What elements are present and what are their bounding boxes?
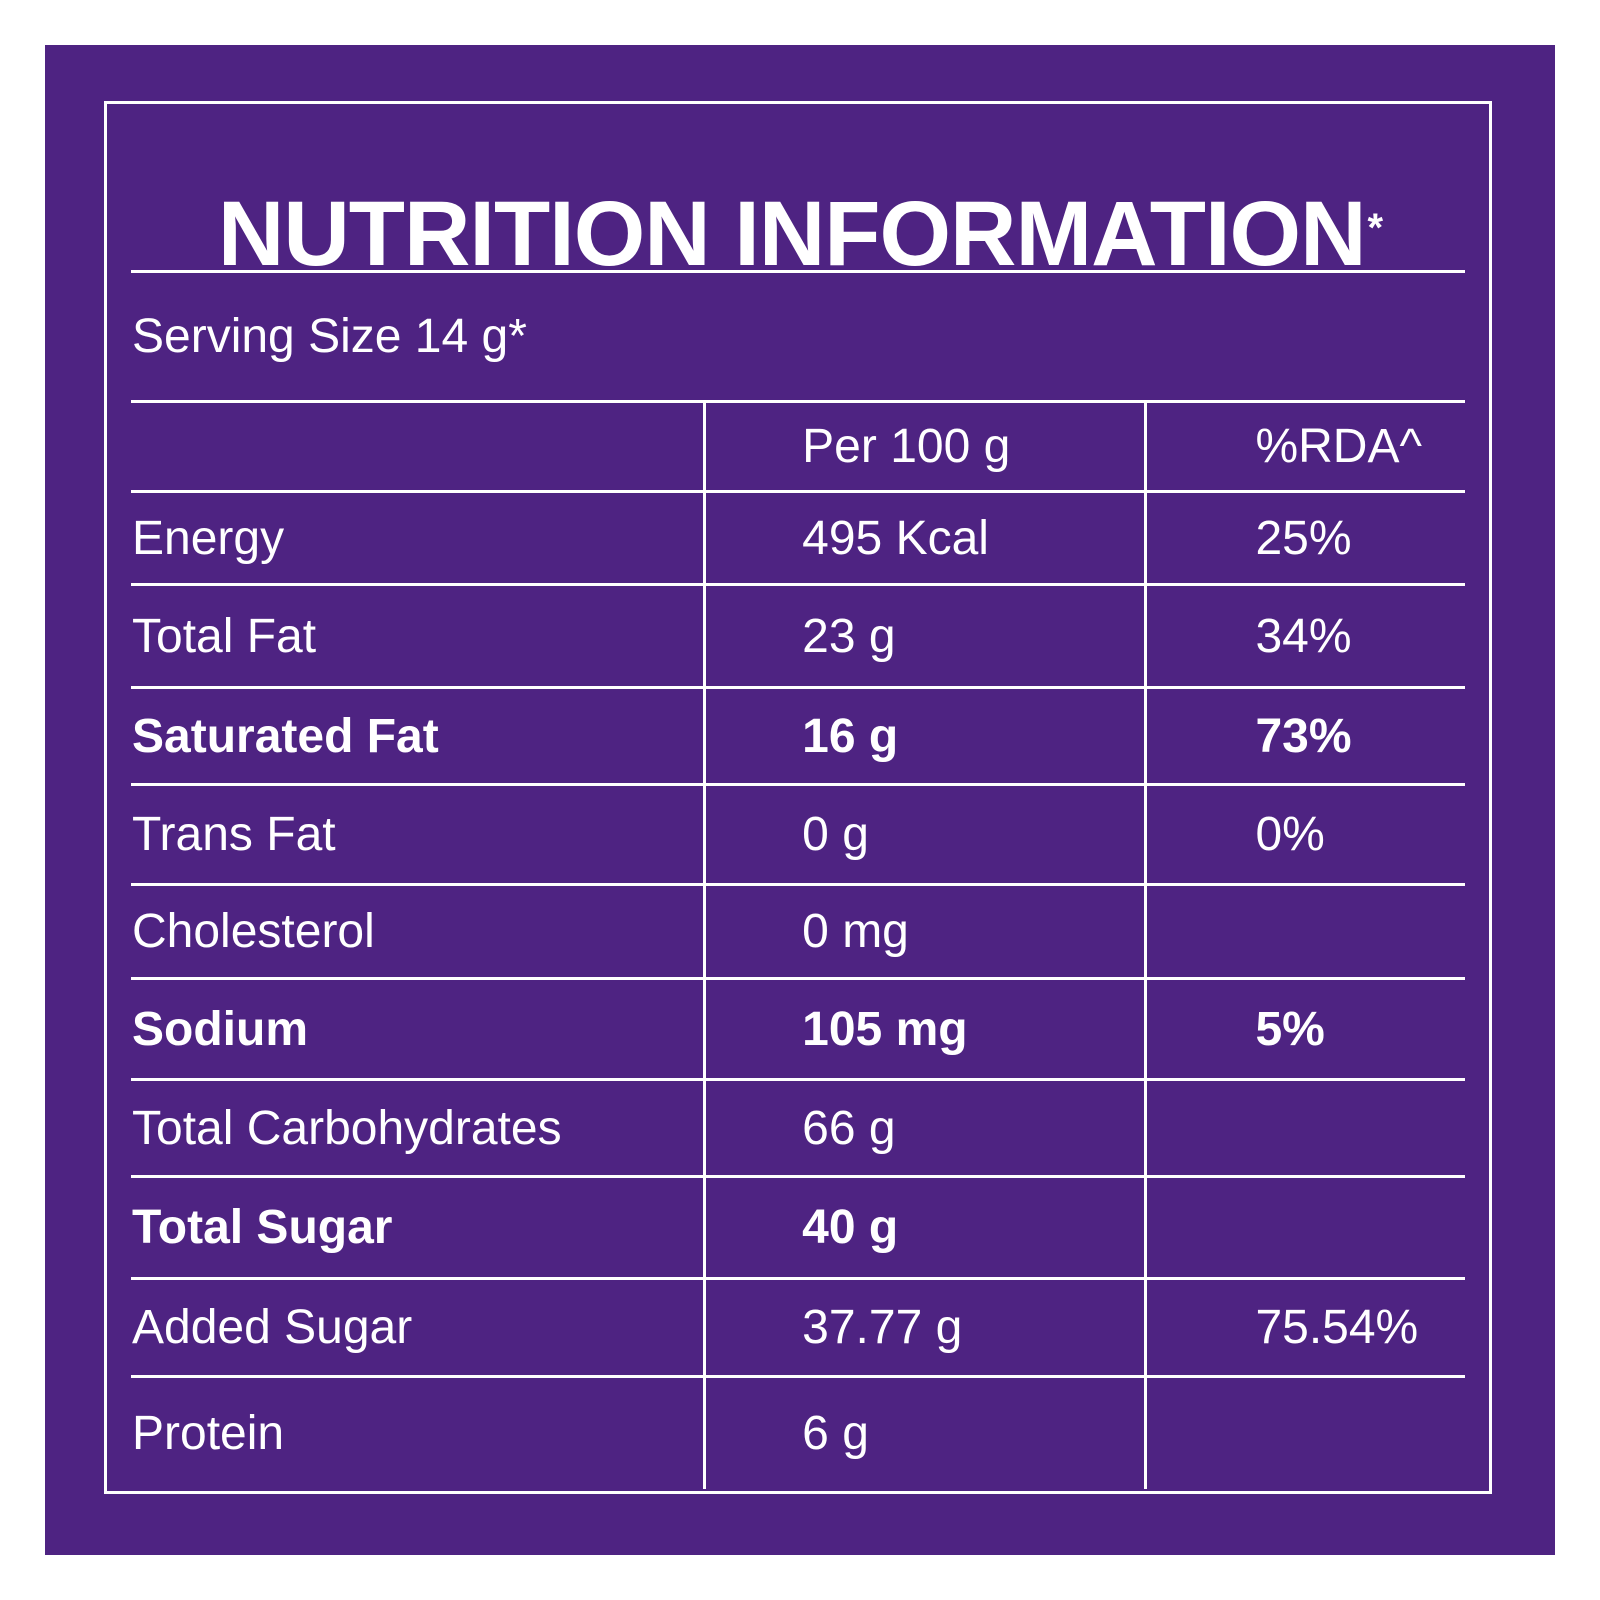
nutrient-per100: 0 mg <box>703 883 1146 979</box>
nutrient-name: Energy <box>131 490 705 585</box>
header-per100: Per 100 g <box>703 400 1146 492</box>
table-row-trans-fat: Trans Fat 0 g 0% <box>131 783 1465 885</box>
nutrient-rda: 5% <box>1144 977 1465 1080</box>
nutrient-per100: 23 g <box>703 583 1146 688</box>
nutrient-name: Saturated Fat <box>131 686 705 785</box>
table-row-energy: Energy 495 Kcal 25% <box>131 490 1465 585</box>
nutrient-rda: 25% <box>1144 490 1465 585</box>
nutrient-rda: 73% <box>1144 686 1465 785</box>
serving-size: Serving Size 14 g* <box>132 310 527 363</box>
nutrient-per100: 105 mg <box>703 977 1146 1080</box>
nutrient-rda: 0% <box>1144 783 1465 885</box>
nutrient-name: Sodium <box>131 977 705 1080</box>
nutrient-per100: 0 g <box>703 783 1146 885</box>
table-row-saturated-fat: Saturated Fat 16 g 73% <box>131 686 1465 785</box>
nutrition-table: Per 100 g %RDA^ Energy 495 Kcal 25% Tota… <box>131 400 1465 1489</box>
table-row-sodium: Sodium 105 mg 5% <box>131 977 1465 1080</box>
table-row-protein: Protein 6 g <box>131 1375 1465 1489</box>
nutrient-name: Total Fat <box>131 583 705 688</box>
nutrient-rda: 75.54% <box>1144 1277 1465 1377</box>
panel-frame <box>104 101 1492 1494</box>
nutrient-rda <box>1144 1078 1465 1177</box>
nutrient-rda: 34% <box>1144 583 1465 688</box>
table-header-row: Per 100 g %RDA^ <box>131 400 1465 492</box>
table-row-cholesterol: Cholesterol 0 mg <box>131 883 1465 979</box>
nutrient-name: Total Sugar <box>131 1175 705 1279</box>
header-nutrient-cell <box>131 400 705 492</box>
nutrient-per100: 40 g <box>703 1175 1146 1279</box>
nutrient-name: Cholesterol <box>131 883 705 979</box>
table-row-added-sugar: Added Sugar 37.77 g 75.54% <box>131 1277 1465 1377</box>
title-text: NUTRITION INFORMATION <box>217 183 1367 285</box>
nutrient-per100: 16 g <box>703 686 1146 785</box>
nutrition-panel: NUTRITION INFORMATION* Serving Size 14 g… <box>45 45 1555 1555</box>
nutrient-per100: 66 g <box>703 1078 1146 1177</box>
nutrient-per100: 495 Kcal <box>703 490 1146 585</box>
table-row-total-sugar: Total Sugar 40 g <box>131 1175 1465 1279</box>
title-divider <box>131 270 1465 273</box>
nutrient-rda <box>1144 1375 1465 1489</box>
table-row-total-fat: Total Fat 23 g 34% <box>131 583 1465 688</box>
nutrient-rda <box>1144 1175 1465 1279</box>
nutrient-name: Trans Fat <box>131 783 705 885</box>
nutrient-per100: 6 g <box>703 1375 1146 1489</box>
table-row-total-carbohydrates: Total Carbohydrates 66 g <box>131 1078 1465 1177</box>
nutrient-rda <box>1144 883 1465 979</box>
title-asterisk: * <box>1367 206 1384 250</box>
nutrient-name: Added Sugar <box>131 1277 705 1377</box>
nutrient-name: Total Carbohydrates <box>131 1078 705 1177</box>
nutrition-title: NUTRITION INFORMATION* <box>45 179 1555 289</box>
nutrient-per100: 37.77 g <box>703 1277 1146 1377</box>
header-rda: %RDA^ <box>1144 400 1465 492</box>
nutrient-name: Protein <box>131 1375 705 1489</box>
